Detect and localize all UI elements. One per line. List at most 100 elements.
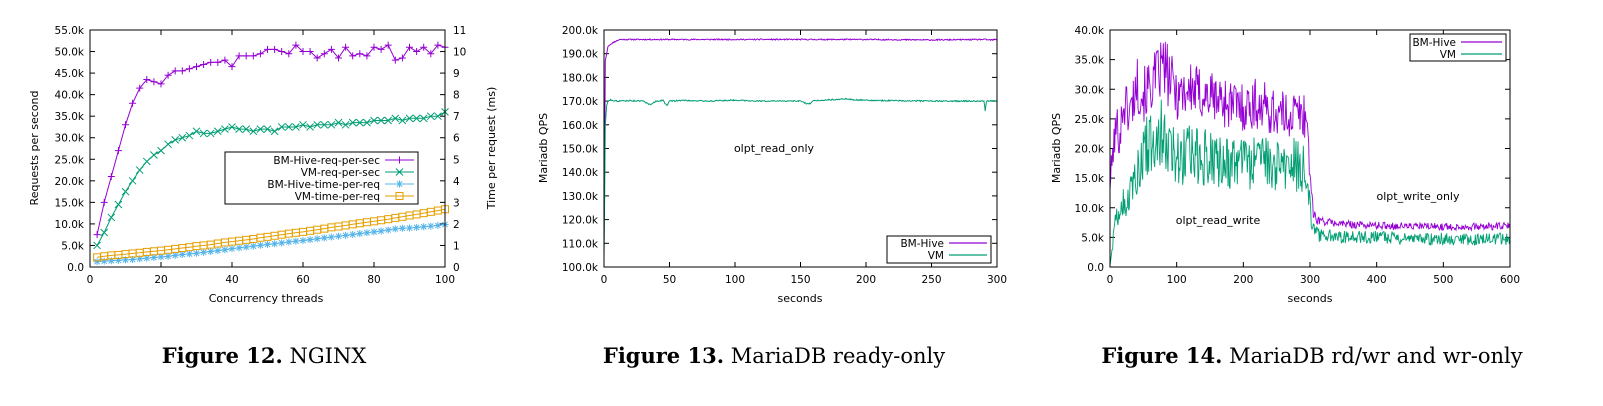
y-tick-label: 10.0k: [1075, 203, 1105, 215]
chart-mariadb-rw-ylabel: Mariadb QPS: [1050, 113, 1063, 183]
chart-mariadb-rw-legend-box: [1409, 33, 1507, 62]
annotation-write-only: olpt_write_only: [1376, 190, 1459, 203]
data-point-VM-req-per-sec: [164, 140, 172, 149]
chart-mariadb-read-only-ylabel: Mariadb QPS: [537, 113, 550, 183]
legend-marker-BM-Hive-req-per-sec: [396, 156, 403, 164]
caption-figure-12-label: Figure 12.: [162, 343, 283, 368]
data-point-VM-req-per-sec: [213, 127, 222, 136]
chart-nginx-legend: BM-Hive-req-per-sec VM-req-per-sec BM-Hi…: [224, 151, 419, 205]
y-tick-label: 15.0k: [55, 197, 85, 209]
data-point-BM-Hive-req-per-sec: [271, 45, 279, 53]
data-point-BM-Hive-time-per-req: [136, 255, 144, 263]
chart-nginx-series: [93, 41, 449, 266]
chart-nginx-y2label: Time per request (ms): [485, 87, 498, 211]
data-point-BM-Hive-time-per-req: [398, 224, 406, 232]
series-line-VM: [1109, 99, 1511, 265]
chart-mariadb-rw-series: [1109, 41, 1511, 265]
y2-tick-label: 5: [453, 154, 460, 166]
data-point-VM-req-per-sec: [284, 123, 293, 131]
x-tick-label: 300: [1300, 274, 1320, 286]
data-point-BM-Hive-time-per-req: [178, 251, 186, 259]
chart-mariadb-read-only: 0 50 100 150 200 250 300 100.0k 110.0k 120.0k 130.…: [537, 25, 1007, 305]
data-point-BM-Hive-req-per-sec: [200, 60, 208, 68]
series-line-BM-Hive: [603, 38, 998, 244]
data-point-BM-Hive-req-per-sec: [171, 67, 179, 75]
data-point-VM-req-per-sec: [228, 123, 236, 131]
data-point-BM-Hive-req-per-sec: [193, 63, 200, 71]
legend-marker-VM-time-per-req: [395, 192, 404, 200]
data-point-BM-Hive-time-per-req: [420, 223, 428, 231]
legend-label-bm-hive-rw: BM-Hive: [1412, 37, 1456, 49]
data-point-BM-Hive-req-per-sec: [264, 45, 271, 53]
data-point-BM-Hive-time-per-req: [114, 256, 122, 264]
data-point-BM-Hive-time-per-req: [200, 248, 208, 256]
caption-figure-13-label: Figure 13.: [603, 343, 724, 368]
data-point-BM-Hive-req-per-sec: [214, 58, 222, 66]
data-point-BM-Hive-req-per-sec: [285, 50, 293, 58]
data-point-VM-req-per-sec: [426, 112, 435, 121]
data-point-VM-req-per-sec: [121, 187, 130, 196]
y-tick-label: 180.0k: [562, 72, 599, 84]
data-point-BM-Hive-time-per-req: [157, 253, 165, 261]
data-point-VM-req-per-sec: [405, 114, 414, 123]
y2-tick-label: 7: [453, 111, 460, 123]
y-tick-label: 160.0k: [562, 120, 599, 132]
data-point-VM-req-per-sec: [398, 116, 407, 125]
data-point-BM-Hive-req-per-sec: [185, 65, 193, 73]
y2-tick-label: 2: [453, 219, 460, 231]
x-tick-label: 0: [87, 274, 94, 286]
series-BM-Hive-req-per-sec: [93, 41, 449, 239]
data-point-BM-Hive-time-per-req: [427, 222, 435, 230]
data-point-BM-Hive-req-per-sec: [299, 48, 307, 56]
data-point-BM-Hive-time-per-req: [171, 251, 179, 259]
data-point-BM-Hive-time-per-req: [299, 236, 307, 244]
x-tick-label: 250: [921, 274, 941, 286]
data-point-BM-Hive-time-per-req: [249, 242, 257, 250]
chart-nginx-legend-box: [224, 151, 419, 205]
data-point-VM-req-per-sec: [306, 123, 314, 131]
y-tick-label: 0.0: [67, 262, 84, 274]
series-VM-req-per-sec: [93, 108, 449, 250]
x-tick-label: 0: [601, 274, 608, 286]
chart-nginx-ylabel: Requests per second: [28, 91, 41, 206]
y2-tick-label: 8: [453, 90, 460, 102]
data-point-BM-Hive-req-per-sec: [391, 56, 399, 64]
y-tick-label: 170.0k: [562, 96, 599, 108]
series-VM-time-per-req: [93, 205, 449, 262]
y-tick-label: 25.0k: [55, 154, 85, 166]
x-tick-label: 600: [1500, 274, 1520, 286]
y2-tick-label: 4: [453, 176, 460, 188]
data-point-BM-Hive-time-per-req: [271, 240, 279, 248]
series-line-VM: [603, 97, 998, 258]
data-point-BM-Hive-req-per-sec: [335, 54, 342, 62]
data-point-BM-Hive-time-per-req: [434, 221, 442, 229]
y-tick-label: 30.0k: [55, 133, 85, 145]
y-tick-label: 20.0k: [1075, 144, 1105, 156]
data-point-BM-Hive-req-per-sec: [370, 43, 378, 51]
chart-mariadb-rw: 0 100 200 300 400 500 600 0.0 5.0k 10.0k 15.0k 20.0…: [1050, 25, 1520, 305]
data-point-VM-req-per-sec: [334, 118, 343, 127]
y2-tick-label: 10: [453, 47, 466, 59]
data-point-BM-Hive-time-per-req: [193, 249, 200, 257]
data-point-BM-Hive-req-per-sec: [342, 43, 350, 51]
x-tick-label: 60: [296, 274, 309, 286]
data-point-VM-req-per-sec: [384, 116, 393, 125]
chart-nginx-ticks: 0 20 40 60 80 1000.05.0k10.0k15.0k20.0k25.0k3…: [55, 25, 467, 286]
data-point-BM-Hive-time-per-req: [164, 252, 172, 260]
legend-label-bm-time: BM-Hive-time-per-req: [267, 179, 380, 191]
data-point-BM-Hive-time-per-req: [235, 244, 243, 252]
data-point-BM-Hive-time-per-req: [242, 243, 250, 251]
data-point-VM-req-per-sec: [377, 116, 385, 125]
y-tick-label: 110.0k: [562, 238, 599, 250]
data-point-VM-req-per-sec: [256, 125, 265, 133]
caption-figure-12-text: NGINX: [283, 344, 366, 368]
legend-label-vm: VM: [928, 250, 944, 262]
data-point-VM-req-per-sec: [114, 200, 123, 209]
caption-figure-14-label: Figure 14.: [1101, 343, 1222, 368]
data-point-BM-Hive-time-per-req: [256, 241, 264, 249]
caption-figure-14-text: MariaDB rd/wr and wr-only: [1222, 344, 1522, 368]
data-point-BM-Hive-time-per-req: [122, 256, 129, 264]
legend-label-bm-req: BM-Hive-req-per-sec: [273, 155, 380, 167]
data-point-BM-Hive-req-per-sec: [249, 52, 257, 60]
data-point-VM-req-per-sec: [100, 228, 109, 237]
